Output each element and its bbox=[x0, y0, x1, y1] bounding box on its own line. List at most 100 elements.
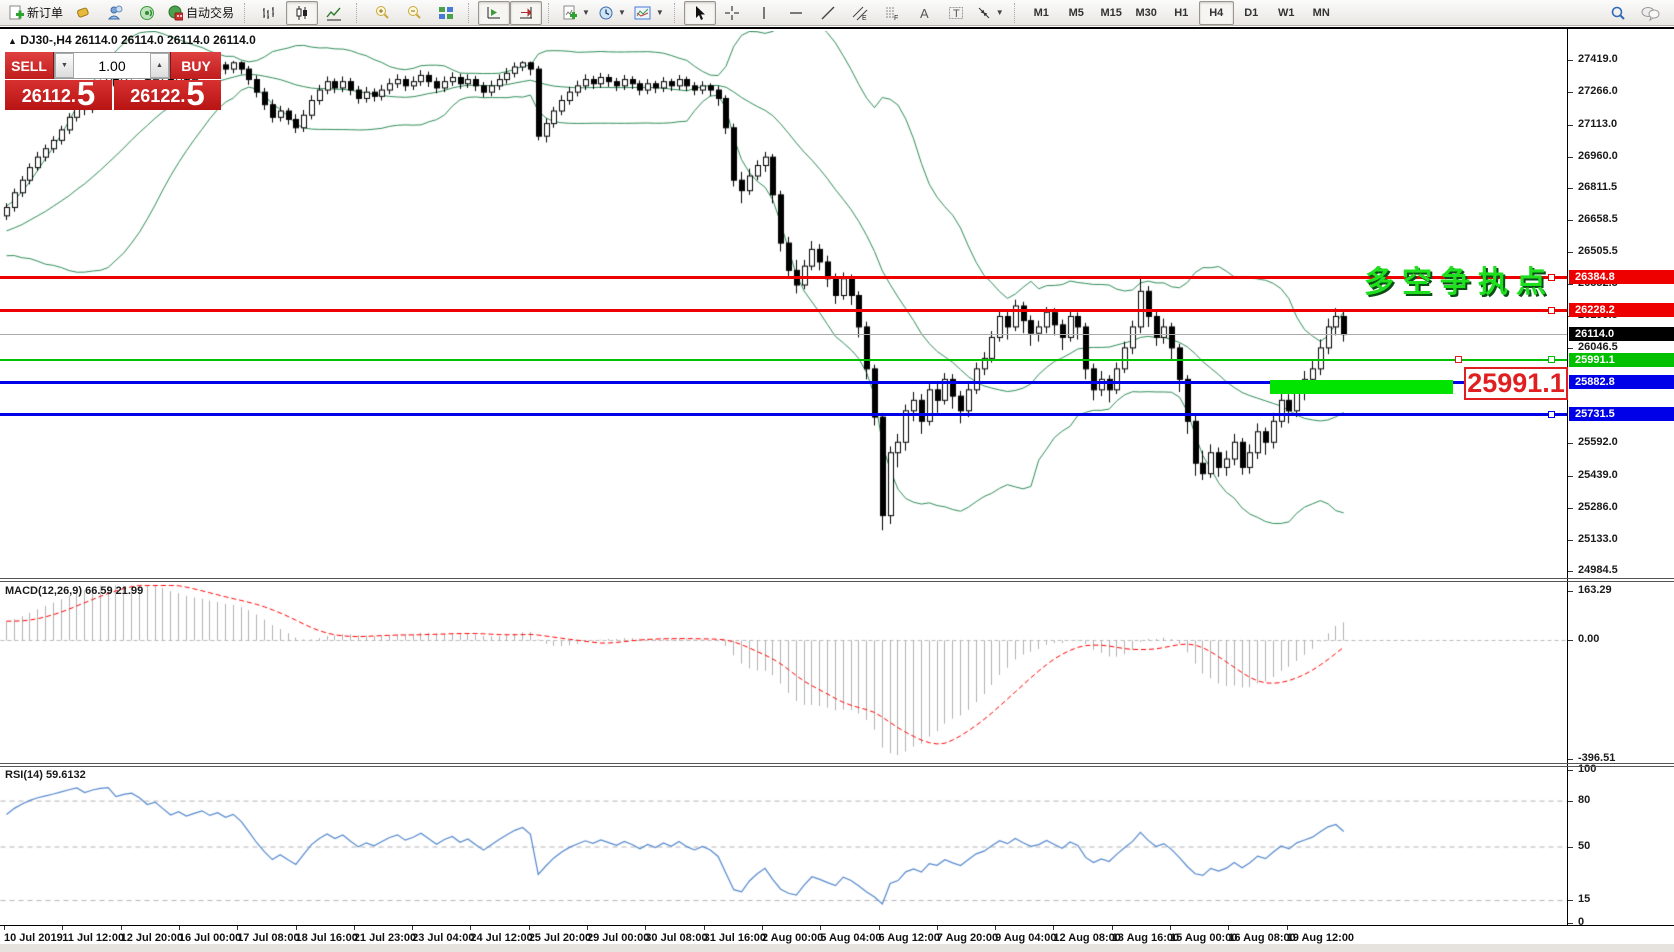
timeframe-w1-button[interactable]: W1 bbox=[1277, 6, 1295, 19]
line-anchor-marker[interactable] bbox=[1548, 273, 1555, 281]
dropdown-caret: ▼ bbox=[617, 8, 626, 17]
price-tick-mark bbox=[1568, 60, 1573, 62]
time-tick-label: 30 Jul 08:00 bbox=[645, 932, 708, 944]
new-chart-icon bbox=[562, 5, 578, 21]
sell-button[interactable]: SELL bbox=[5, 52, 53, 79]
time-tick-label: 19 Aug 12:00 bbox=[1286, 932, 1355, 944]
svg-text:E: E bbox=[862, 15, 867, 21]
timeframe-m1-button[interactable]: M1 bbox=[1033, 6, 1049, 19]
buy-price: 26122. bbox=[130, 86, 186, 106]
rsi-canvas[interactable] bbox=[0, 767, 1567, 924]
time-tick-label: 18 Jul 16:00 bbox=[295, 932, 358, 944]
zoom-out-button[interactable] bbox=[398, 1, 430, 25]
price-callout-label[interactable]: 25991.1 bbox=[1464, 366, 1568, 400]
bar-chart-button[interactable] bbox=[254, 1, 286, 25]
price-axis-chip: 25991.1 bbox=[1569, 352, 1674, 367]
trendline-button[interactable] bbox=[812, 1, 844, 25]
price-axis-chip: 26228.2 bbox=[1569, 303, 1674, 318]
crosshair-button[interactable] bbox=[716, 1, 748, 25]
fibonacci-button[interactable]: F bbox=[876, 1, 908, 25]
time-axis-line bbox=[0, 925, 1674, 926]
time-tick-mark bbox=[587, 926, 588, 930]
timeframe-d1-button[interactable]: D1 bbox=[1244, 6, 1259, 19]
green-highlight-rectangle[interactable] bbox=[1270, 379, 1453, 394]
time-tick-label: 12 Aug 08:00 bbox=[1053, 932, 1121, 944]
time-tick-label: 23 Jul 04:00 bbox=[412, 932, 475, 944]
main-chart-canvas[interactable] bbox=[0, 31, 1567, 578]
window-top-border bbox=[0, 27, 1674, 29]
timeframe-m15-button[interactable]: M15 bbox=[1100, 6, 1122, 19]
callout-anchor-marker[interactable] bbox=[1455, 356, 1462, 364]
time-tick-mark bbox=[995, 926, 997, 930]
vertical-line-button[interactable] bbox=[748, 1, 780, 25]
chart-shift-button[interactable] bbox=[510, 0, 543, 25]
price-tick-mark bbox=[1568, 475, 1573, 477]
timeframe-mn-button[interactable]: MN bbox=[1312, 6, 1330, 19]
new-chart-button[interactable]: ▼ bbox=[558, 1, 594, 25]
price-tick-label: 26658.5 bbox=[1578, 212, 1618, 225]
buy-button[interactable]: BUY bbox=[171, 52, 221, 79]
volume-input[interactable]: 1.00 bbox=[98, 57, 126, 74]
volume-increase-button[interactable]: ▲ bbox=[150, 53, 169, 78]
time-tick-mark bbox=[353, 926, 355, 930]
tile-windows-button[interactable] bbox=[430, 1, 462, 25]
horizontal-line-object[interactable] bbox=[0, 275, 1567, 279]
candlestick-chart-button[interactable] bbox=[286, 0, 319, 25]
price-axis-line bbox=[1567, 29, 1568, 926]
metaeditor-button[interactable] bbox=[67, 1, 99, 25]
chat-button[interactable] bbox=[1634, 1, 1666, 25]
macd-canvas[interactable] bbox=[0, 583, 1567, 761]
rsi-splitter[interactable] bbox=[0, 766, 1674, 767]
zoom-in-button[interactable] bbox=[366, 1, 398, 25]
rsi-splitter[interactable] bbox=[0, 763, 1674, 764]
community-button[interactable] bbox=[99, 1, 131, 25]
price-tick-label: 25439.0 bbox=[1578, 468, 1618, 481]
cursor-button[interactable] bbox=[683, 0, 716, 25]
autotrading-button[interactable]: 自动交易 bbox=[163, 1, 238, 25]
sell-price: 26112. bbox=[21, 86, 76, 106]
time-tick-label: 29 Jul 00:00 bbox=[587, 932, 650, 944]
timeframe-h4-button[interactable]: H4 bbox=[1198, 0, 1234, 25]
horizontal-line-object[interactable] bbox=[0, 380, 1567, 384]
macd-splitter[interactable] bbox=[0, 581, 1674, 582]
timeframe-h1-button[interactable]: H1 bbox=[1174, 6, 1189, 19]
volume-decrease-button[interactable]: ▼ bbox=[55, 53, 74, 78]
text-button[interactable]: A bbox=[908, 1, 940, 25]
macd-splitter[interactable] bbox=[0, 578, 1674, 579]
toolbar-separator bbox=[244, 2, 250, 23]
line-anchor-marker[interactable] bbox=[1548, 410, 1555, 418]
line-anchor-marker[interactable] bbox=[1548, 356, 1555, 364]
indicators-button[interactable]: ▼ bbox=[630, 1, 668, 25]
signals-button[interactable] bbox=[131, 1, 163, 25]
line-chart-button[interactable] bbox=[318, 1, 350, 25]
time-tick-label: 6 Aug 12:00 bbox=[878, 932, 940, 944]
equidistant-channel-button[interactable]: E bbox=[844, 1, 876, 25]
indicators-icon bbox=[634, 5, 652, 21]
panel-collapse-arrow[interactable]: ▲ bbox=[8, 36, 17, 46]
sell-price-button[interactable]: 26112. 5 bbox=[5, 77, 112, 110]
autotrading-label: 自动交易 bbox=[186, 6, 235, 20]
periods-button[interactable]: ▼ bbox=[594, 1, 630, 25]
community-person-icon bbox=[107, 5, 123, 21]
horizontal-line-object[interactable] bbox=[0, 412, 1567, 416]
text-label-icon: T bbox=[948, 5, 964, 21]
auto-scroll-button[interactable] bbox=[478, 0, 511, 25]
buy-price-button[interactable]: 26122. 5 bbox=[114, 77, 221, 110]
macd-tick-mark bbox=[1568, 759, 1573, 760]
new-order-button[interactable]: 新订单 bbox=[4, 1, 67, 25]
horizontal-line-object[interactable] bbox=[0, 308, 1567, 312]
chart-annotation-text[interactable]: 多空争执点 bbox=[1364, 266, 1554, 300]
price-tick-mark bbox=[1568, 539, 1573, 541]
line-anchor-marker[interactable] bbox=[1548, 306, 1555, 314]
dropdown-caret: ▼ bbox=[995, 8, 1004, 17]
search-button[interactable] bbox=[1602, 1, 1634, 25]
price-tick-label: 26811.5 bbox=[1578, 180, 1618, 193]
timeframe-m30-button[interactable]: M30 bbox=[1135, 6, 1157, 19]
timeframe-m5-button[interactable]: M5 bbox=[1068, 6, 1084, 19]
horizontal-line-object[interactable] bbox=[0, 358, 1567, 361]
horizontal-line-button[interactable] bbox=[780, 1, 812, 25]
arrows-button[interactable]: ▼ bbox=[972, 1, 1008, 25]
time-tick-mark bbox=[878, 926, 880, 930]
text-label-button[interactable]: T bbox=[940, 1, 972, 25]
